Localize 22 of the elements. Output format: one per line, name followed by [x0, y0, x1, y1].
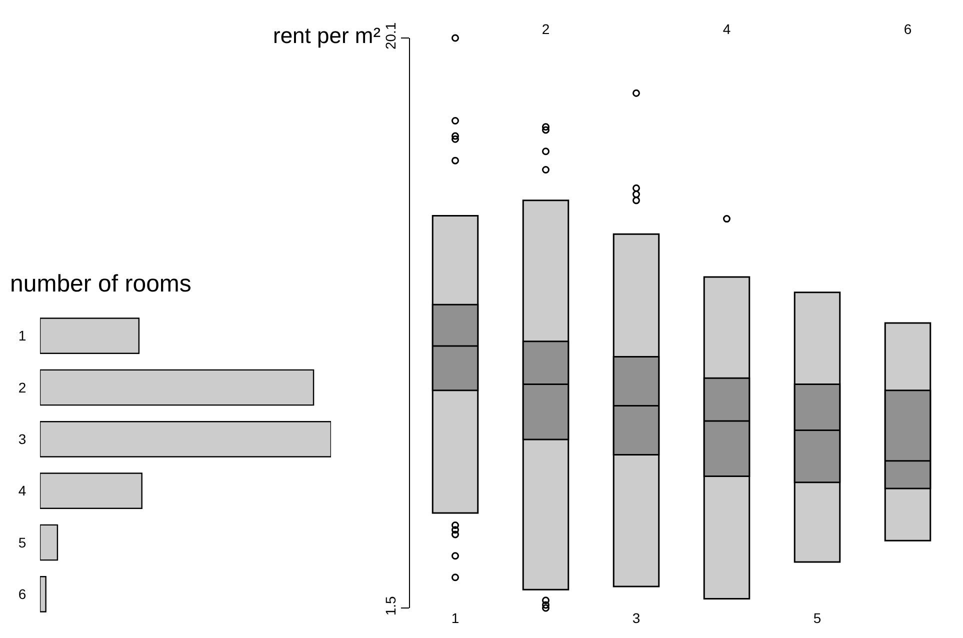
bar [40, 524, 58, 561]
x-tick-label: 1 [451, 610, 460, 626]
x-tick-label: 3 [632, 610, 640, 626]
y-tick-label: 2 [18, 379, 26, 396]
bar [40, 369, 314, 406]
chart-title: number of rooms [10, 270, 192, 298]
bar [40, 421, 331, 458]
y-axis-title: rent per m² [273, 23, 381, 48]
bar [40, 576, 46, 612]
bar [40, 318, 140, 354]
y-tick-label: 5 [18, 534, 26, 550]
y-tick-label: 3 [18, 431, 26, 448]
bar [40, 472, 142, 509]
x-tick-label: 4 [722, 21, 731, 38]
y-tick-label: 20.1 [382, 22, 398, 50]
y-tick-label: 1 [18, 328, 26, 344]
y-tick-label: 6 [18, 586, 26, 602]
x-tick-label: 2 [542, 21, 550, 38]
x-tick-label: 6 [904, 21, 912, 38]
x-tick-label: 5 [813, 610, 822, 626]
y-tick-label: 1.5 [382, 596, 398, 616]
y-tick-label: 4 [18, 482, 26, 499]
